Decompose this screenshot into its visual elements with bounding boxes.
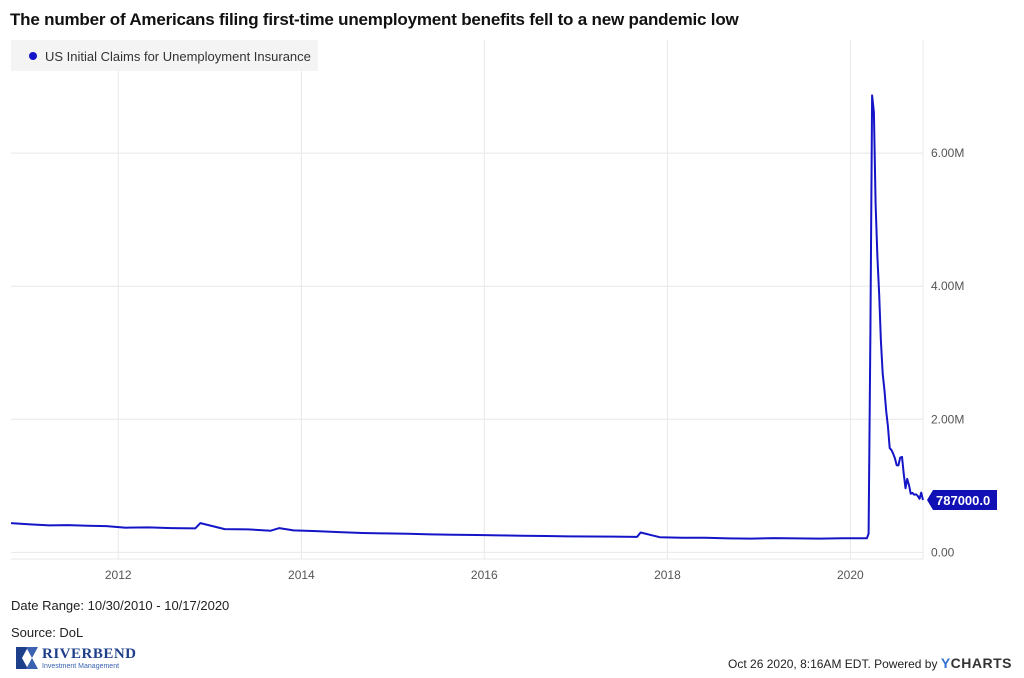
footer-timestamp: Oct 26 2020, 8:16AM EDT. Powered by (728, 657, 941, 671)
ycharts-logo-text: CHARTS (950, 655, 1012, 671)
series-line[interactable] (10, 94, 924, 540)
last-value-label: 787000.0 (936, 493, 990, 508)
ycharts-logo-y: Y (940, 655, 951, 671)
x-axis: 2012 2014 2016 2018 2020 (105, 568, 864, 582)
x-tick-label: 2016 (471, 568, 498, 582)
x-tick-label: 2014 (288, 568, 315, 582)
y-tick-label: 6.00M (931, 146, 964, 160)
legend-background (11, 40, 318, 71)
x-tick-label: 2018 (654, 568, 681, 582)
ycharts-logo[interactable]: YCHARTS (941, 655, 1012, 671)
last-value-badge: 787000.0 (927, 489, 997, 510)
last-value-badge-shape (927, 489, 997, 510)
chart-title: The number of Americans filing first-tim… (10, 10, 739, 29)
date-range-label: Date Range: 10/30/2010 - 10/17/2020 (11, 598, 230, 613)
y-tick-label: 2.00M (931, 412, 964, 426)
legend-marker (29, 52, 37, 60)
legend-label-initial-claims: US Initial Claims for Unemployment Insur… (45, 49, 311, 64)
y-tick-label: 0.00 (931, 545, 955, 559)
legend[interactable]: US Initial Claims for Unemployment Insur… (11, 40, 318, 71)
logo-brand-text: RIVERBEND (42, 646, 137, 662)
chart: US Initial Claims for Unemployment Insur… (10, 40, 997, 582)
y-tick-label: 4.00M (931, 279, 964, 293)
x-tick-label: 2020 (837, 568, 864, 582)
footer-attribution: Oct 26 2020, 8:16AM EDT. Powered by YCHA… (728, 655, 1012, 671)
source-label: Source: DoL (11, 625, 84, 640)
series-initial-claims[interactable] (10, 94, 924, 540)
x-tick-label: 2012 (105, 568, 132, 582)
riverbend-logo-icon (16, 647, 38, 669)
y-axis: 0.00 2.00M 4.00M 6.00M (931, 146, 964, 559)
logo-tagline: Investment Management (42, 663, 120, 670)
riverbend-logo: RIVERBEND Investment Management (14, 643, 136, 673)
plot-area-background (11, 40, 923, 559)
gridlines (11, 40, 924, 560)
